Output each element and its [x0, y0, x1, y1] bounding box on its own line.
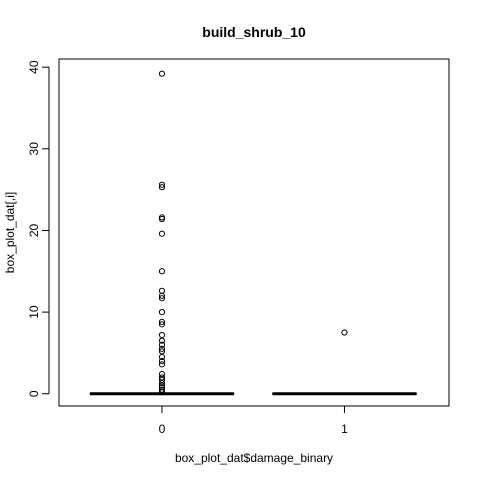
outlier-point [158, 348, 166, 355]
outlier-point [158, 309, 166, 316]
x-tick-label: 0 [159, 422, 166, 436]
chart-title: build_shrub_10 [202, 24, 306, 40]
plot-frame [58, 58, 450, 407]
outlier-point [158, 230, 166, 237]
outlier-point [158, 184, 166, 191]
outlier-point [158, 292, 166, 299]
outlier-point [158, 345, 166, 352]
box-group-1 [271, 329, 417, 396]
y-tick-label: 10 [27, 305, 41, 319]
outlier-point [158, 341, 166, 348]
x-tick-label: 1 [341, 422, 348, 436]
outlier-point [158, 295, 166, 302]
y-tick-label: 0 [27, 390, 41, 397]
outlier-point [158, 376, 166, 383]
outlier-point [158, 389, 166, 396]
y-tick-label: 40 [27, 60, 41, 74]
y-axis: 0 10 20 30 40 [27, 60, 50, 397]
outlier-point [158, 361, 166, 368]
box-group-0 [89, 70, 235, 396]
y-tick-label: 30 [27, 142, 41, 156]
outlier-point [158, 215, 166, 223]
outlier-point [158, 386, 166, 393]
outlier-point [158, 331, 166, 339]
y-axis-label: box_plot_dat[,i] [3, 192, 17, 273]
outlier-point [341, 329, 348, 336]
y-tick-label: 20 [27, 223, 41, 237]
outlier-point [158, 321, 166, 328]
outlier-point [158, 268, 166, 275]
outlier-point [158, 357, 166, 365]
outlier-point [158, 353, 166, 361]
outlier-point [158, 181, 166, 188]
x-axis-label: box_plot_dat$damage_binary [175, 451, 333, 465]
outlier-point [158, 337, 166, 344]
outlier-point [158, 371, 166, 378]
outlier-point [158, 70, 166, 77]
outlier-point [158, 380, 166, 387]
outlier-point [158, 318, 166, 326]
outlier-point [158, 374, 166, 381]
boxes [89, 70, 417, 396]
